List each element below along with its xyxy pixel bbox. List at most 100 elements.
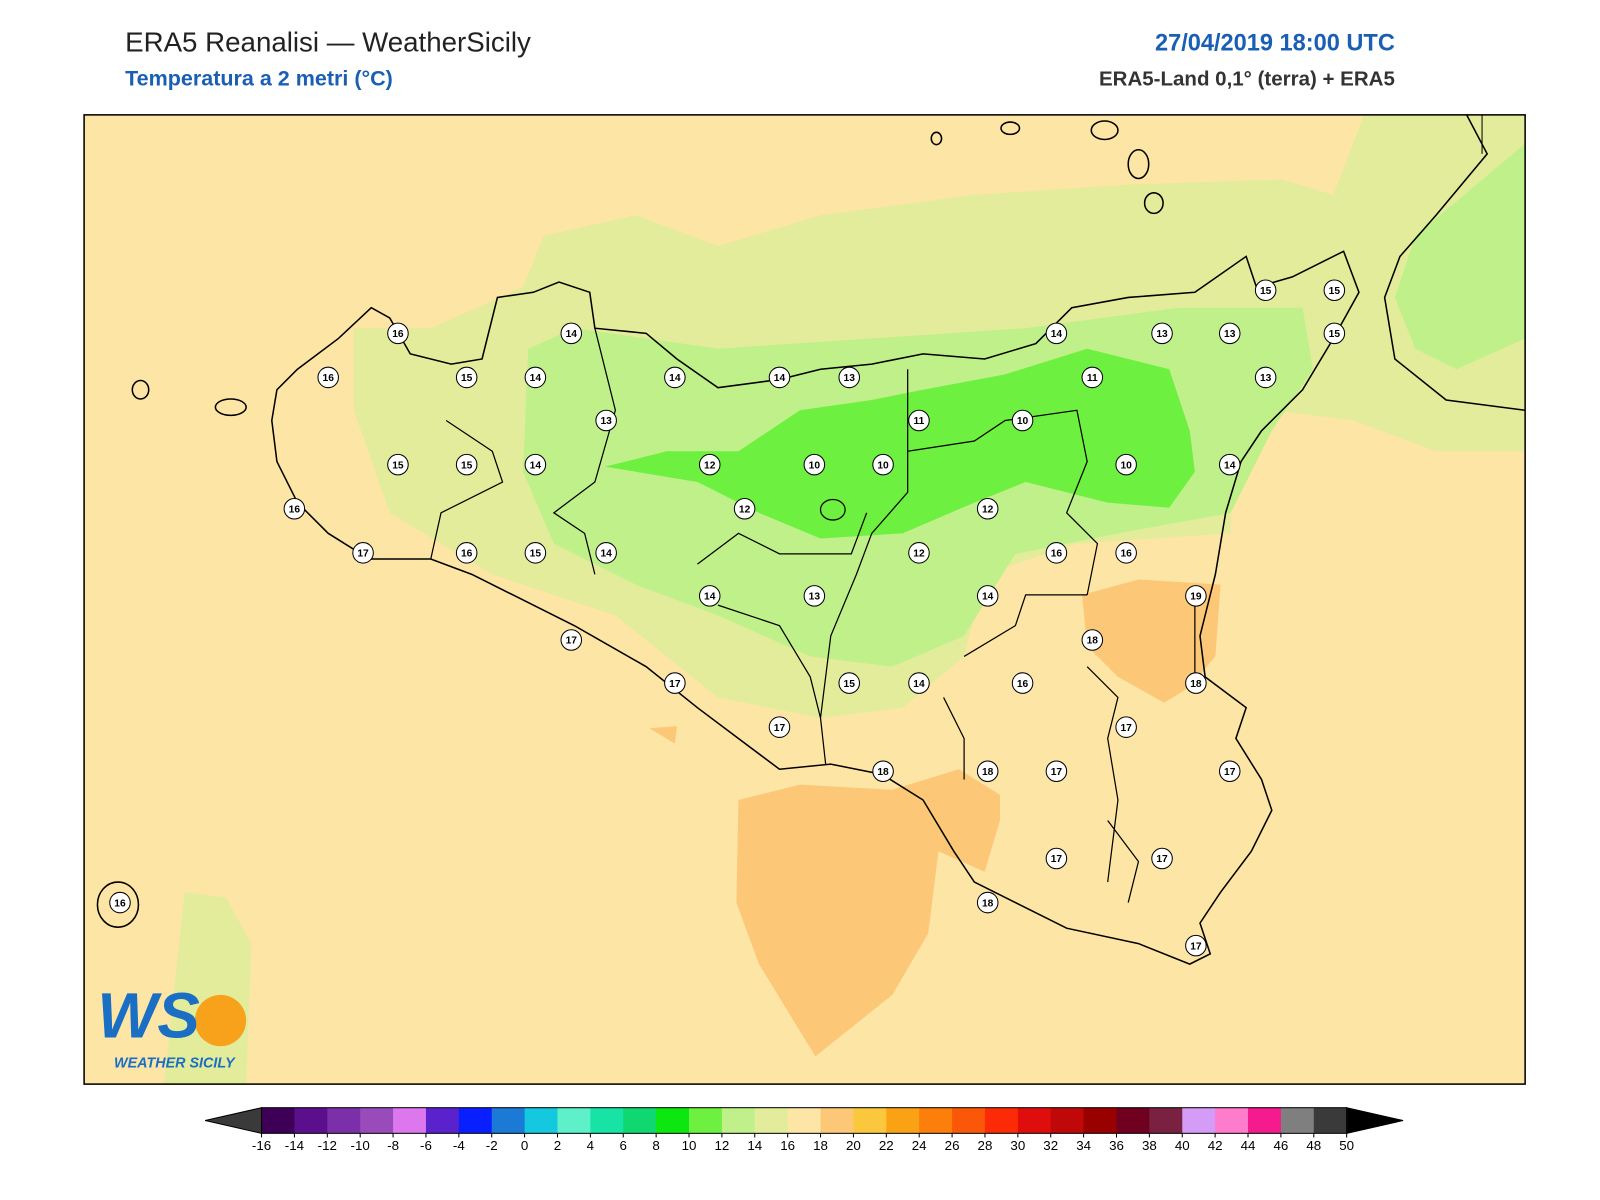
station-marker: [283, 497, 306, 520]
station-value: 17: [1051, 767, 1063, 778]
colorbar-tick-label: 24: [912, 1138, 927, 1153]
colorbar-bin: [754, 1107, 789, 1134]
station-value: 14: [566, 329, 578, 340]
colorbar-bin: [261, 1107, 295, 1134]
island: [214, 398, 247, 417]
colorbar-bin: [425, 1107, 460, 1134]
station-marker: [872, 760, 894, 783]
colorbar-tick-label: -14: [285, 1138, 305, 1153]
station-marker: [455, 453, 478, 476]
calabria-coast: [1383, 114, 1526, 412]
station-value: 16: [289, 504, 301, 515]
lake: [819, 498, 846, 521]
station-value: 17: [1156, 854, 1168, 865]
station-value: 10: [809, 460, 821, 471]
station-value: 16: [323, 373, 335, 384]
station-marker: [1115, 716, 1137, 738]
colorbar-bin: [623, 1107, 657, 1134]
station-marker: [560, 322, 583, 345]
colorbar-tick-label: -6: [420, 1138, 432, 1153]
colorbar-tick-label: 6: [620, 1138, 627, 1153]
colorbar-bin: [557, 1107, 591, 1134]
station-marker: [595, 409, 617, 432]
station-marker: [524, 453, 547, 476]
colorbar-tick-label: -8: [387, 1138, 399, 1153]
station-value: 17: [669, 679, 681, 690]
station-value: 15: [1329, 286, 1341, 297]
stations: 16 14 16 15 14 14 14 13 14 13 13 15 15 15 11 13 13 11 10 15…: [109, 279, 1346, 957]
station-marker: [317, 366, 339, 389]
colorbar-bin: [1149, 1107, 1183, 1134]
map-frame: [83, 114, 1526, 1085]
field-18-east: [1082, 579, 1221, 703]
station-value: 16: [1120, 549, 1132, 560]
station-value: 18: [982, 767, 994, 778]
colorbar-bin: [590, 1107, 624, 1134]
station-value: 17: [1051, 854, 1063, 865]
station-marker: [664, 672, 686, 694]
colorbar-under: [205, 1107, 263, 1134]
station-value: 18: [982, 898, 994, 909]
station-marker: [1254, 279, 1277, 302]
colorbar-bin: [952, 1107, 986, 1134]
source: ERA5-Land 0,1° (terra) + ERA5: [1099, 67, 1395, 90]
station-value: 14: [1051, 329, 1063, 340]
colorbar-tick-label: 8: [652, 1138, 659, 1153]
colorbar-bin: [853, 1107, 887, 1134]
field-10: [605, 348, 1195, 539]
station-value: 11: [914, 416, 925, 427]
colorbar-tick-label: 44: [1241, 1138, 1256, 1153]
subtitle: Temperatura a 2 metri (°C): [125, 67, 393, 91]
station-value: 13: [600, 416, 612, 427]
island: [930, 131, 943, 146]
station-marker: [838, 366, 860, 389]
station-marker: [908, 409, 930, 432]
station-value: 16: [461, 549, 473, 560]
station-value: 18: [1190, 679, 1202, 690]
station-marker: [455, 542, 478, 564]
colorbar-bin: [1116, 1107, 1150, 1134]
station-value: 14: [600, 549, 612, 560]
station-marker: [803, 585, 826, 607]
station-marker: [1151, 847, 1173, 870]
station-marker: [872, 453, 894, 476]
station-value: 19: [1190, 592, 1202, 603]
sicily-coast: [271, 250, 1360, 965]
station-marker: [1185, 585, 1207, 607]
colorbar-tick-label: 10: [682, 1138, 697, 1153]
logo-sun: [194, 994, 247, 1047]
station-value: 15: [461, 373, 473, 384]
station-value: 13: [1156, 329, 1168, 340]
colorbar-bin: [1017, 1107, 1052, 1134]
colorbar-bin: [294, 1107, 328, 1134]
title: ERA5 Reanalisi — WeatherSicily: [125, 26, 531, 57]
station-marker: [1045, 542, 1068, 564]
station-marker: [838, 672, 860, 694]
station-marker: [109, 891, 131, 914]
station-value: 14: [530, 373, 542, 384]
colorbar-bin: [919, 1107, 953, 1134]
station-marker: [908, 672, 930, 694]
colorbar-bin: [1050, 1107, 1085, 1134]
colorbar-bin: [393, 1107, 427, 1134]
station-marker: [1081, 629, 1104, 651]
colorbar-bin: [886, 1107, 920, 1134]
datetime: 27/04/2019 18:00 UTC: [1155, 29, 1395, 55]
colorbar-tick-label: 34: [1076, 1138, 1091, 1153]
colorbar-tick-label: 20: [846, 1138, 861, 1153]
colorbar: -16 -14 -12 -10 -8 -6 -4 -2 0 2 4 6 8 10 12 14 16 18 20 22 2…: [205, 1107, 1404, 1153]
station-value: 14: [669, 373, 681, 384]
field-12-east: [1394, 143, 1526, 370]
station-value: 17: [357, 549, 369, 560]
island: [1000, 121, 1021, 136]
logo-name: WEATHER SICILY: [114, 1055, 236, 1071]
station-marker: [1045, 322, 1068, 345]
colorbar-tick-label: 4: [587, 1138, 595, 1153]
colorbar-bin: [656, 1107, 690, 1134]
station-marker: [560, 629, 583, 651]
colorbar-tick-label: 50: [1339, 1138, 1354, 1153]
station-value: 15: [461, 460, 473, 471]
colorbar-tick-label: 28: [978, 1138, 993, 1153]
station-marker: [1323, 322, 1346, 345]
station-marker: [976, 760, 999, 783]
